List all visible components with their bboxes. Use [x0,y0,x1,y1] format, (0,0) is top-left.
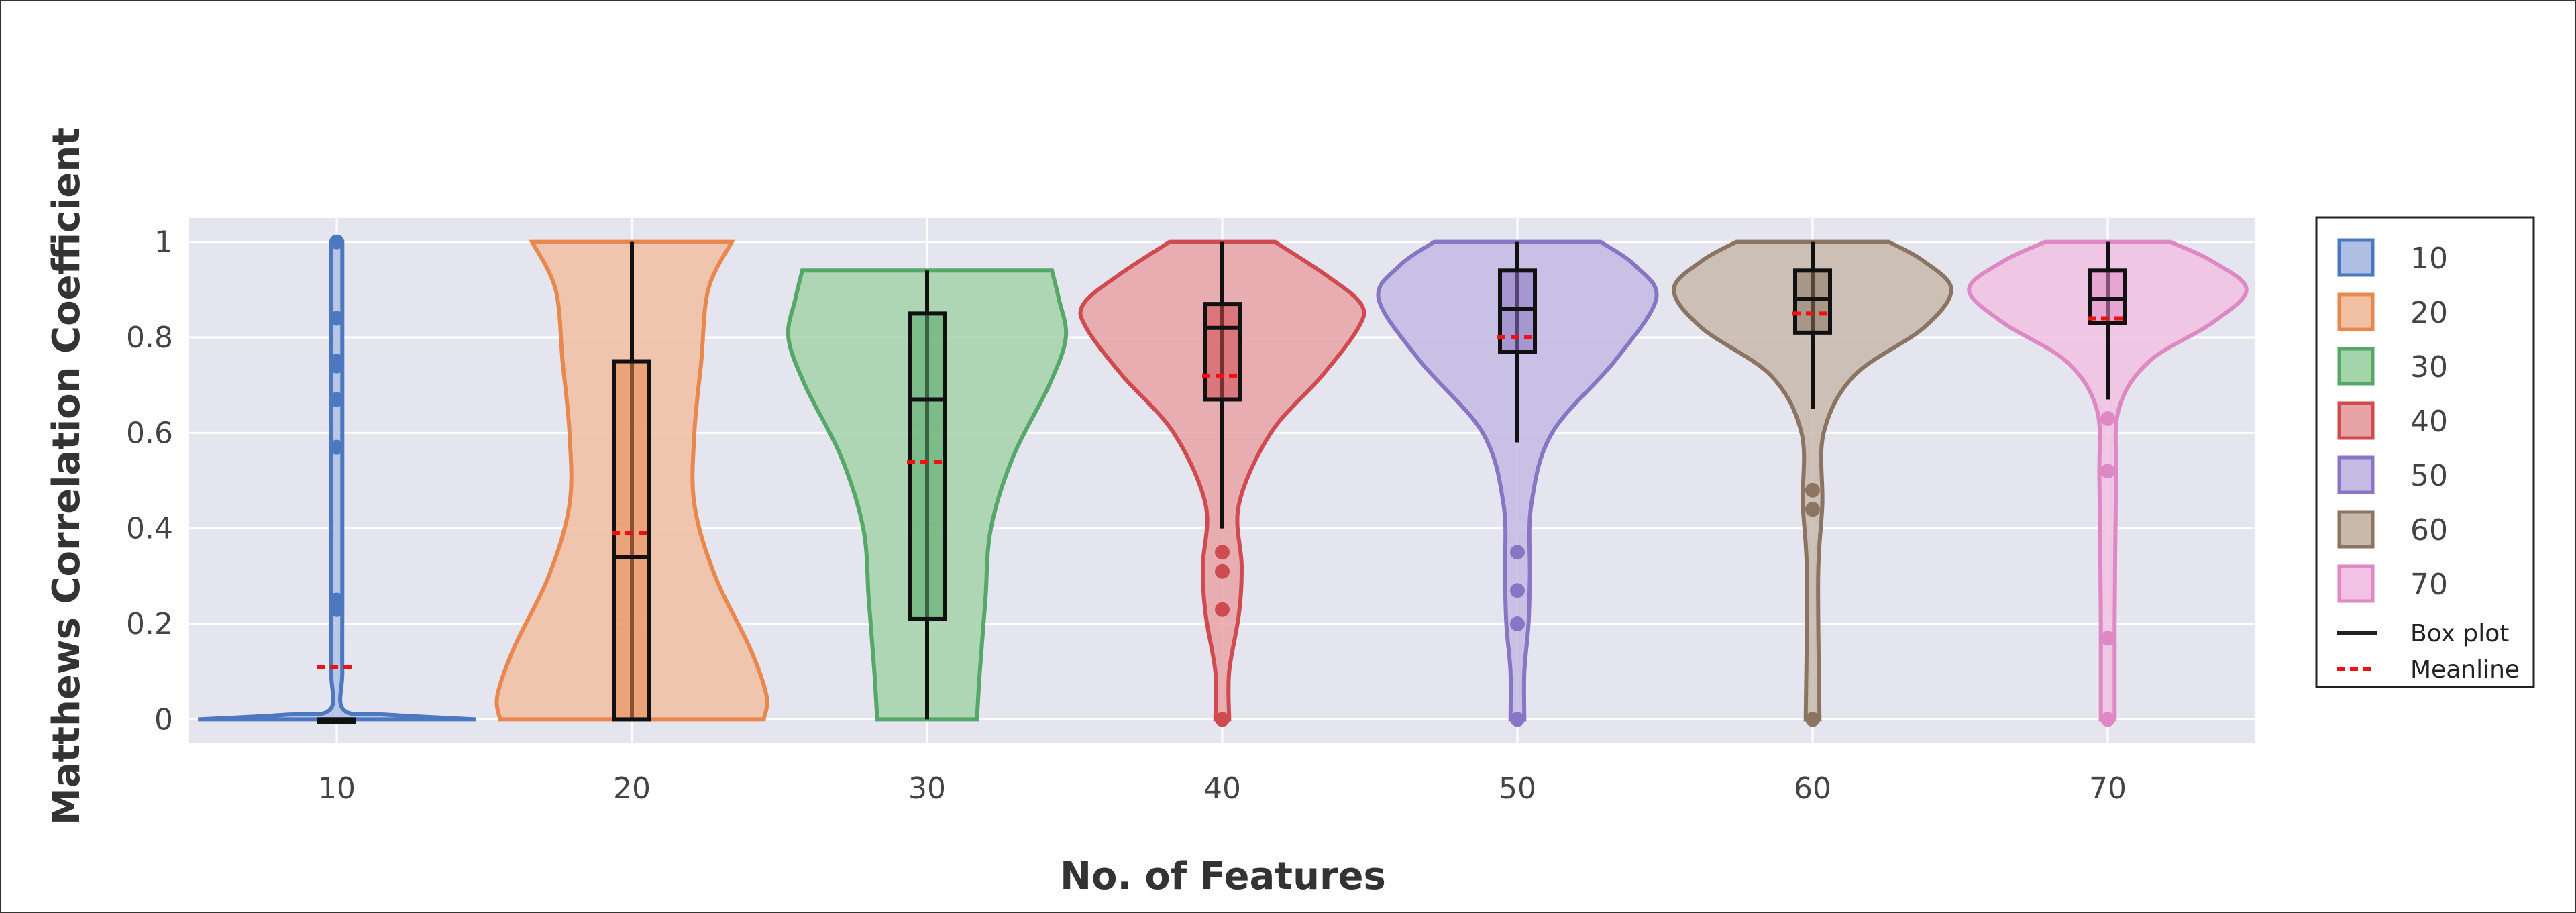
legend-item-70: 70 [2337,564,2448,603]
legend-item-60: 60 [2337,510,2448,549]
legend-label: 50 [2410,459,2448,493]
y-axis-title: Matthews Correlation Coefficient [45,127,89,825]
legend-label: 40 [2410,405,2448,439]
box-iqr [1498,268,1537,354]
x-tick-label: 60 [1794,771,1831,806]
legend-label: 70 [2410,568,2448,602]
box-iqr [1203,302,1242,402]
legend-swatch [2337,455,2375,494]
outlier-point [1805,482,1820,498]
outlier-point [1510,616,1525,632]
legend-item-20: 20 [2337,292,2448,331]
x-tick-label: 20 [613,771,651,806]
outlier-point [2100,411,2115,426]
x-tick-label: 30 [908,771,946,806]
x-tick-label: 70 [2089,771,2127,806]
legend-label: Meanline [2410,656,2520,684]
legend-item-meanline: Meanline [2337,656,2520,684]
y-tick-label: 0.8 [126,321,173,355]
violin-20 [494,239,769,722]
legend: 10 20 30 40 50 60 70 Box plot Meanline [2315,216,2535,688]
legend-swatch [2337,510,2375,549]
outlier-point [1215,712,1230,727]
outlier-point [329,439,344,455]
legend-item-30: 30 [2337,347,2448,386]
y-tick-label: 0.6 [126,416,173,450]
outlier-point [1510,712,1525,727]
y-tick-label: 1 [154,225,173,260]
legend-swatch [2337,238,2375,277]
outlier-point [1805,712,1820,727]
violin-10 [198,234,476,724]
violin-body [1376,239,1659,722]
legend-item-10: 10 [2337,238,2448,277]
legend-item-box-plot: Box plot [2337,620,2509,647]
outlier-point [2100,464,2115,479]
violin-body [1672,239,1953,722]
legend-item-40: 40 [2337,401,2448,440]
legend-box [2315,216,2535,688]
legend-label: 60 [2410,513,2448,547]
legend-swatch [2337,564,2375,603]
violin-50 [1376,239,1659,727]
box-iqr [612,359,651,722]
plot-area [189,218,2255,743]
legend-label: 20 [2410,296,2448,330]
violin-60 [1672,239,1953,727]
outlier-point [2100,712,2115,727]
box-iqr [2088,268,2127,325]
legend-item-50: 50 [2337,455,2448,494]
violin-40 [1078,239,1366,727]
x-axis-title: No. of Features [1060,855,1386,898]
y-tick-label: 0.4 [126,512,173,546]
outlier-point [1215,545,1230,560]
outlier-point [1805,502,1820,517]
violin-70 [1967,239,2249,727]
x-tick-label: 50 [1499,771,1536,806]
outlier-point [329,392,344,407]
outlier-point [2100,631,2115,646]
legend-label: 30 [2410,350,2448,384]
outlier-point [329,234,344,250]
y-axis-ticks: 0 0.2 0.4 0.6 0.8 1 [126,225,173,737]
x-tick-label: 40 [1203,771,1241,806]
outlier-point [1510,545,1525,560]
box-iqr [908,311,947,621]
y-tick-label: 0.2 [126,607,173,641]
legend-swatch [2337,401,2375,440]
y-tick-label: 0 [154,702,173,737]
outlier-point [1215,563,1230,579]
legend-swatch [2337,292,2375,331]
outlier-point [1510,583,1525,598]
violin-body [1967,239,2249,722]
x-axis-ticks: 10 20 30 40 50 60 70 [318,771,2127,806]
legend-swatch [2337,347,2375,386]
violin-30 [786,268,1069,722]
outlier-point [329,592,344,608]
legend-label: 10 [2410,241,2448,276]
legend-label: Box plot [2410,620,2509,647]
outlier-point [329,311,344,326]
outlier-point [329,354,344,369]
x-tick-label: 10 [318,771,356,806]
outlier-point [1215,602,1230,617]
box-iqr [1793,268,1832,335]
